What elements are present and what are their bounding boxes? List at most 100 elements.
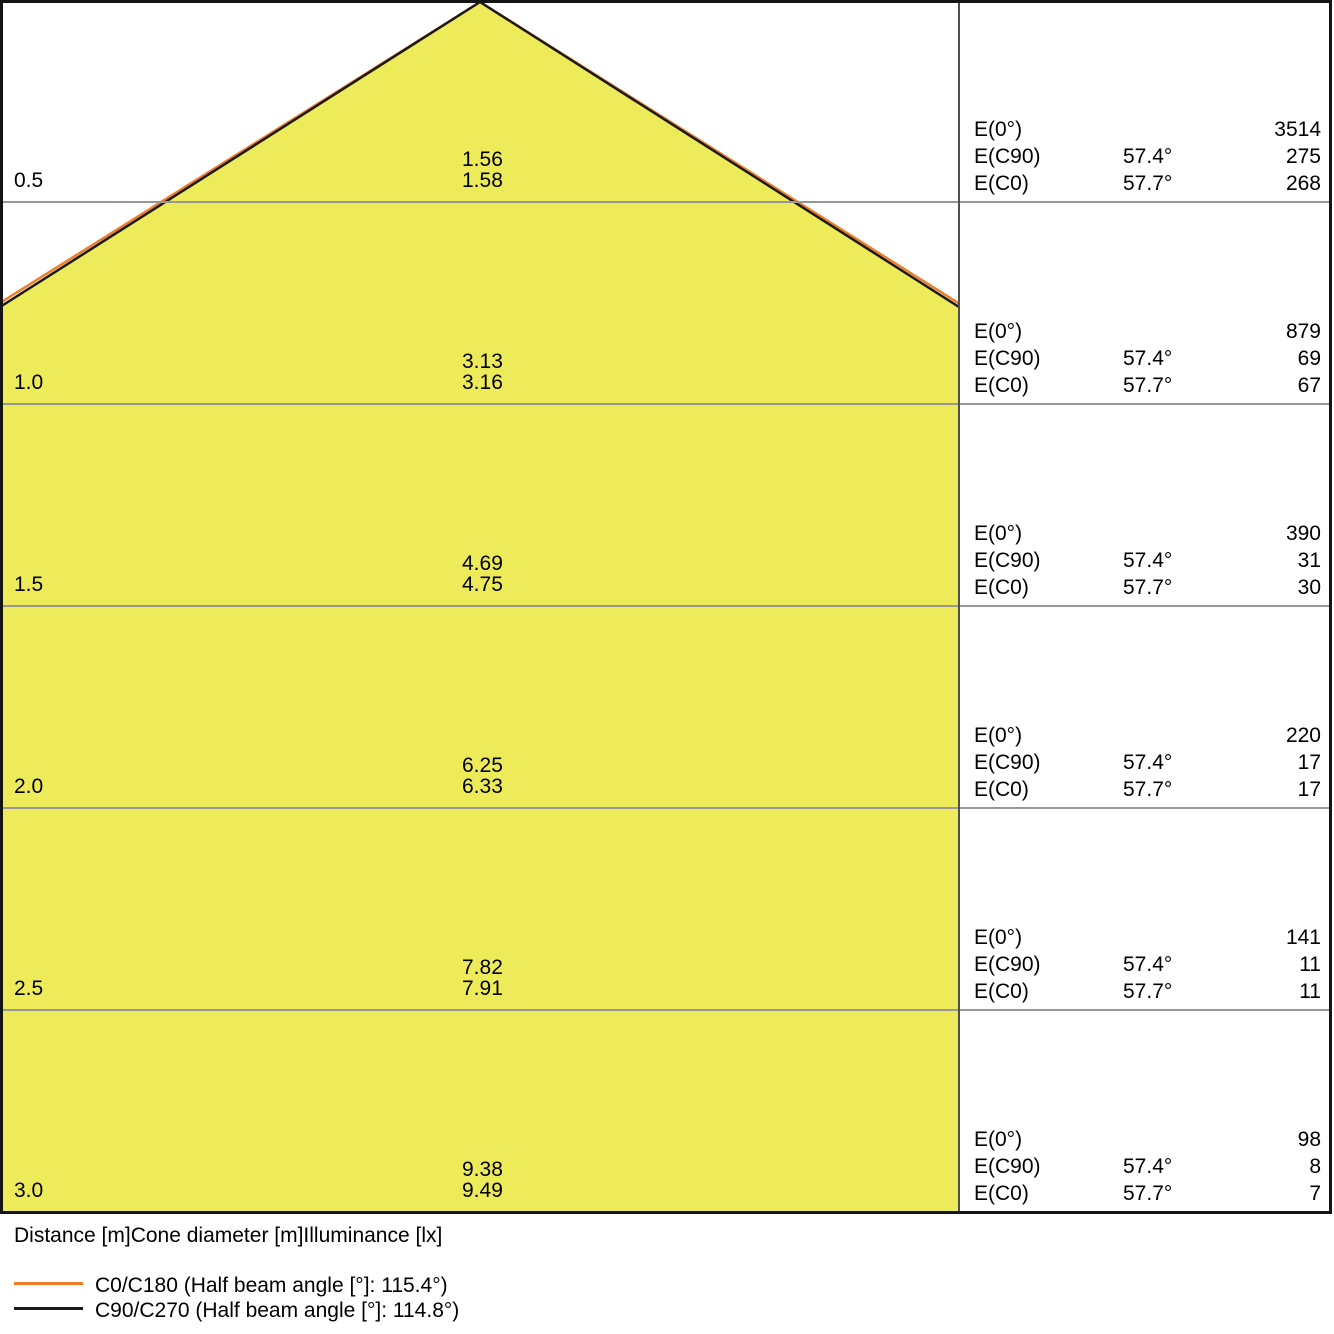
legend-label-c90-c270: C90/C270 (Half beam angle [°]: 114.8°) [95, 1299, 460, 1322]
row-gridline [0, 807, 1332, 809]
ec90-label: E(C90) [974, 751, 1041, 774]
ec0-value: 268 [1285, 172, 1321, 195]
cone-diameter-values: 3.13 3.16 [462, 351, 503, 393]
row-gridline [0, 201, 1332, 203]
row-gridline [0, 1009, 1332, 1011]
ec90-angle: 57.4° [1123, 347, 1173, 370]
ec0-row: E(C0) 57.7° 17 [974, 776, 1321, 803]
distance-label: 0.5 [14, 169, 44, 192]
e0-row: E(0°) 879 [974, 318, 1321, 345]
ec0-label: E(C0) [974, 980, 1029, 1003]
cone-diameter-c90: 4.69 [462, 552, 503, 575]
ec0-label: E(C0) [974, 374, 1029, 397]
ec90-label: E(C90) [974, 347, 1041, 370]
e0-label: E(0°) [974, 724, 1023, 747]
cone-diameter-c0: 7.91 [462, 977, 503, 1000]
e0-row: E(0°) 3514 [974, 116, 1321, 143]
ec0-label: E(C0) [974, 172, 1029, 195]
ec0-row: E(C0) 57.7° 7 [974, 1180, 1321, 1207]
ec0-label: E(C0) [974, 576, 1029, 599]
illuminance-block: E(0°) 220 E(C90) 57.4° 17 E(C0) 57.7° 17 [974, 722, 1321, 803]
ec90-row: E(C90) 57.4° 31 [974, 547, 1321, 574]
illuminance-block: E(0°) 390 E(C90) 57.4° 31 E(C0) 57.7° 30 [974, 520, 1321, 601]
distance-label: 1.5 [14, 573, 44, 596]
legend-line-c0-c180 [14, 1282, 83, 1285]
column-caption: Distance [m]Cone diameter [m]Illuminance… [14, 1224, 443, 1247]
e0-label: E(0°) [974, 522, 1023, 545]
e0-value: 98 [1297, 1128, 1321, 1151]
cone-diameter-c0: 9.49 [462, 1179, 503, 1202]
ec0-row: E(C0) 57.7° 11 [974, 978, 1321, 1005]
cone-diameter-c90: 7.82 [462, 956, 503, 979]
ec0-value: 7 [1309, 1182, 1321, 1205]
cone-diameter-c0: 6.33 [462, 775, 503, 798]
ec90-row: E(C90) 57.4° 11 [974, 951, 1321, 978]
ec90-label: E(C90) [974, 145, 1041, 168]
e0-label: E(0°) [974, 926, 1023, 949]
ec0-row: E(C0) 57.7° 30 [974, 574, 1321, 601]
ec0-angle: 57.7° [1123, 980, 1173, 1003]
ec0-value: 17 [1297, 778, 1321, 801]
illuminance-block: E(0°) 98 E(C90) 57.4° 8 E(C0) 57.7° 7 [974, 1126, 1321, 1207]
ec0-value: 67 [1297, 374, 1321, 397]
cone-diameter-c0: 1.58 [462, 169, 503, 192]
legend-line-c90-c270 [14, 1307, 83, 1310]
cone-diameter-c0: 3.16 [462, 371, 503, 394]
ec90-row: E(C90) 57.4° 8 [974, 1153, 1321, 1180]
ec90-value: 69 [1297, 347, 1321, 370]
e0-row: E(0°) 141 [974, 924, 1321, 951]
ec90-row: E(C90) 57.4° 275 [974, 143, 1321, 170]
ec90-angle: 57.4° [1123, 751, 1173, 774]
ec90-row: E(C90) 57.4° 69 [974, 345, 1321, 372]
distance-label: 2.0 [14, 775, 44, 798]
ec90-value: 275 [1285, 145, 1321, 168]
cone-diameter-c90: 6.25 [462, 754, 503, 777]
e0-row: E(0°) 390 [974, 520, 1321, 547]
illuminance-block: E(0°) 3514 E(C90) 57.4° 275 E(C0) 57.7° … [974, 116, 1321, 197]
cone-diameter-c90: 9.38 [462, 1158, 503, 1181]
ec90-value: 17 [1297, 751, 1321, 774]
distance-label: 3.0 [14, 1179, 44, 1202]
cone-edge-c90-left-line [0, 0, 481, 309]
e0-row: E(0°) 98 [974, 1126, 1321, 1153]
e0-label: E(0°) [974, 1128, 1023, 1151]
row-gridline [0, 605, 1332, 607]
illuminance-block: E(0°) 141 E(C90) 57.4° 11 E(C0) 57.7° 11 [974, 924, 1321, 1005]
legend-label-c0-c180: C0/C180 (Half beam angle [°]: 115.4°) [95, 1274, 448, 1297]
ec0-label: E(C0) [974, 1182, 1029, 1205]
e0-label: E(0°) [974, 320, 1023, 343]
ec90-row: E(C90) 57.4° 17 [974, 749, 1321, 776]
ec90-label: E(C90) [974, 953, 1041, 976]
ec0-angle: 57.7° [1123, 1182, 1173, 1205]
cone-diameter-values: 7.82 7.91 [462, 957, 503, 999]
e0-row: E(0°) 220 [974, 722, 1321, 749]
ec0-row: E(C0) 57.7° 67 [974, 372, 1321, 399]
e0-value: 220 [1285, 724, 1321, 747]
ec0-label: E(C0) [974, 778, 1029, 801]
cone-diameter-values: 9.38 9.49 [462, 1159, 503, 1201]
cone-diameter-values: 6.25 6.33 [462, 755, 503, 797]
e0-value: 3514 [1274, 118, 1321, 141]
ec90-angle: 57.4° [1123, 953, 1173, 976]
ec0-row: E(C0) 57.7° 268 [974, 170, 1321, 197]
e0-label: E(0°) [974, 118, 1023, 141]
distance-label: 1.0 [14, 371, 44, 394]
ec90-angle: 57.4° [1123, 145, 1173, 168]
cone-diameter-c90: 3.13 [462, 350, 503, 373]
cone-diameter-values: 4.69 4.75 [462, 553, 503, 595]
cone-diameter-values: 1.56 1.58 [462, 149, 503, 191]
ec0-angle: 57.7° [1123, 172, 1173, 195]
ec90-label: E(C90) [974, 1155, 1041, 1178]
ec90-value: 31 [1297, 549, 1321, 572]
cone-edge-c90-right-line [479, 0, 959, 309]
row-gridline [0, 403, 1332, 405]
e0-value: 390 [1285, 522, 1321, 545]
ec90-value: 11 [1299, 953, 1321, 976]
e0-value: 879 [1285, 320, 1321, 343]
ec0-angle: 57.7° [1123, 576, 1173, 599]
cone-diameter-c0: 4.75 [462, 573, 503, 596]
distance-label: 2.5 [14, 977, 44, 1000]
ec0-angle: 57.7° [1123, 778, 1173, 801]
e0-value: 141 [1285, 926, 1321, 949]
ec90-angle: 57.4° [1123, 549, 1173, 572]
